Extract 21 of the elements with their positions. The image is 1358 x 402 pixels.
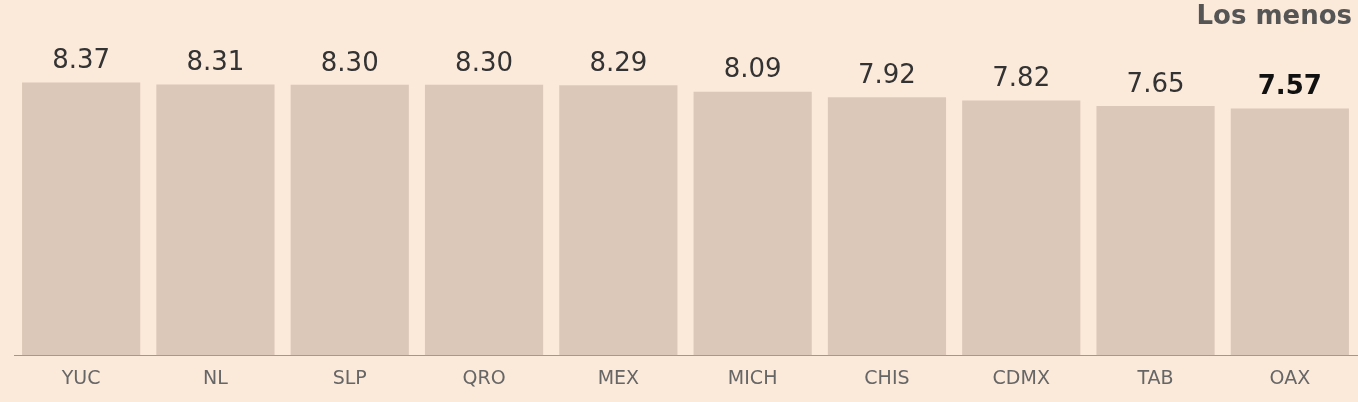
x-tick-label: MEX xyxy=(597,365,640,388)
x-tick-label: CHIS xyxy=(864,365,910,388)
data-label: 8.37 xyxy=(52,44,111,75)
data-label: 8.30 xyxy=(320,46,379,77)
x-tick-label: QRO xyxy=(462,365,506,388)
x-tick-label: TAB xyxy=(1136,365,1174,388)
data-label: 7.82 xyxy=(992,62,1051,93)
x-tick-label: NL xyxy=(203,365,229,388)
data-label: 8.30 xyxy=(455,46,513,77)
x-tick-label: SLP xyxy=(332,365,367,388)
x-tick-label: MICH xyxy=(727,365,778,388)
data-label: 7.65 xyxy=(1126,67,1185,98)
x-tick-label: YUC xyxy=(60,365,101,388)
data-label: 8.29 xyxy=(589,46,648,77)
x-tick-label: CDMX xyxy=(992,365,1050,388)
data-label: 8.09 xyxy=(723,53,782,84)
data-label: 7.92 xyxy=(858,58,916,89)
data-label: 8.31 xyxy=(186,46,245,77)
chart-title: Los menos xyxy=(1196,0,1352,30)
data-label: 7.57 xyxy=(1257,70,1322,101)
x-tick-label: OAX xyxy=(1269,365,1311,388)
